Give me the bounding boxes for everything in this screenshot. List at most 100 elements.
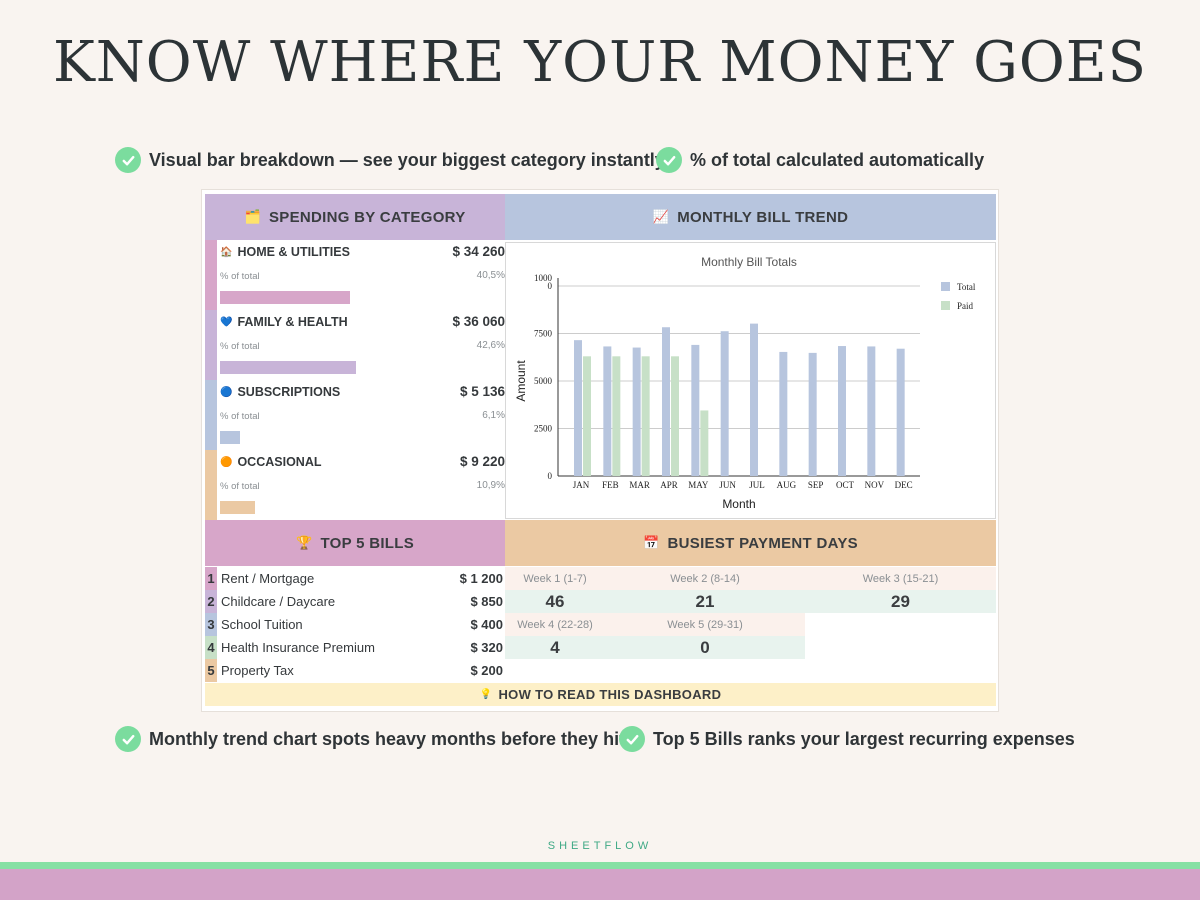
- bar-total-oct: [838, 346, 846, 476]
- category-name: 💙 FAMILY & HEALTH: [220, 315, 348, 329]
- bill-amount: $ 200: [470, 663, 503, 678]
- category-percent: 10,9%: [476, 480, 505, 491]
- trend-title: MONTHLY BILL TREND: [677, 208, 849, 226]
- week-payment-count: 21: [605, 590, 805, 613]
- category-share-bar: [220, 431, 240, 444]
- category-label: SUBSCRIPTIONS: [237, 385, 341, 399]
- bar-paid-feb: [612, 356, 621, 476]
- bill-amount: $ 850: [470, 594, 503, 609]
- week-payment-count: 4: [505, 636, 605, 659]
- category-share-bar: [220, 501, 255, 514]
- percent-of-total-label: % of total: [220, 271, 260, 282]
- x-tick-label: JAN: [573, 480, 590, 490]
- bar-total-jan: [574, 340, 582, 476]
- category-color-strip: [205, 240, 217, 310]
- bill-label: Health Insurance Premium: [221, 640, 375, 655]
- legend-label-total: Total: [957, 282, 976, 292]
- trophy-icon: 🏆: [295, 535, 313, 550]
- bar-total-dec: [896, 348, 905, 476]
- week-payment-count: 0: [605, 636, 805, 659]
- y-axis-label: Amount: [514, 360, 528, 402]
- bar-paid-jan: [583, 356, 591, 476]
- folder-icon: 🗂️: [244, 209, 261, 224]
- how-to-read-bar[interactable]: 💡 HOW TO READ THIS DASHBOARD: [205, 683, 996, 706]
- week-payment-count: 46: [505, 590, 605, 613]
- category-label: OCCASIONAL: [237, 455, 322, 469]
- category-color-strip: [205, 380, 217, 450]
- bar-total-feb: [603, 346, 612, 476]
- category-icon: 🔵: [220, 386, 233, 398]
- lightbulb-icon: 💡: [479, 689, 493, 700]
- x-tick-label: AUG: [777, 480, 797, 490]
- bill-rank: 1: [205, 567, 217, 590]
- category-color-strip: [205, 310, 217, 380]
- percent-of-total-label: % of total: [220, 411, 260, 422]
- category-name: 🏠 HOME & UTILITIES: [220, 245, 350, 259]
- category-amount: $ 9 220: [459, 454, 505, 469]
- chart-icon: 📈: [652, 209, 670, 224]
- category-row: 🏠 HOME & UTILITIES $ 34 260 % of total 40,5%: [218, 240, 505, 310]
- legend-label-paid: Paid: [957, 301, 974, 311]
- category-row: 💙 FAMILY & HEALTH $ 36 060 % of total 42,6%: [218, 310, 505, 380]
- x-tick-label: OCT: [836, 480, 855, 490]
- bar-total-aug: [779, 351, 788, 476]
- feature-trend-chart: Monthly trend chart spots heavy months b…: [115, 726, 625, 752]
- category-share-bar: [220, 291, 350, 304]
- category-amount: $ 34 260: [452, 244, 505, 259]
- category-name: 🟠 OCCASIONAL: [220, 455, 321, 469]
- check-icon: [115, 726, 141, 752]
- x-tick-label: MAR: [629, 480, 650, 490]
- bill-rank: 5: [205, 659, 217, 682]
- feature-text: Top 5 Bills ranks your largest recurring…: [653, 728, 1075, 749]
- category-icon: 🏠: [220, 246, 233, 258]
- dashboard-sheet: 🗂️ SPENDING BY CATEGORY 📈 MONTHLY BILL T…: [201, 189, 999, 712]
- x-axis-label: Month: [722, 497, 755, 511]
- feature-text: Monthly trend chart spots heavy months b…: [149, 728, 626, 749]
- bar-total-jul: [750, 323, 758, 476]
- x-tick-label: MAY: [688, 480, 709, 490]
- category-row: 🟠 OCCASIONAL $ 9 220 % of total 10,9%: [218, 450, 505, 520]
- x-tick-label: APR: [660, 480, 678, 490]
- bill-amount: $ 320: [470, 640, 503, 655]
- feature-top-bills: Top 5 Bills ranks your largest recurring…: [619, 726, 1075, 752]
- x-tick-label: DEC: [895, 480, 913, 490]
- bill-amount: $ 400: [470, 617, 503, 632]
- y-tick-label: 0: [548, 281, 553, 291]
- category-label: HOME & UTILITIES: [237, 245, 350, 259]
- legend-swatch-paid: [941, 301, 950, 310]
- bill-rank: 3: [205, 613, 217, 636]
- spending-title: SPENDING BY CATEGORY: [268, 208, 466, 226]
- category-label: FAMILY & HEALTH: [237, 315, 348, 329]
- bar-total-sep: [808, 352, 817, 476]
- bar-paid-may: [700, 410, 709, 476]
- bill-amount: $ 1 200: [459, 571, 503, 586]
- bar-total-mar: [632, 347, 641, 476]
- x-tick-label: SEP: [808, 480, 824, 490]
- trend-header: 📈 MONTHLY BILL TREND: [505, 194, 996, 240]
- bill-rank: 2: [205, 590, 217, 613]
- bill-label: Childcare / Daycare: [221, 594, 336, 609]
- top5-header: 🏆 TOP 5 BILLS: [205, 520, 505, 566]
- y-tick-label: 1000: [534, 273, 553, 283]
- chart-title: Monthly Bill Totals: [701, 255, 797, 269]
- monthly-bill-chart: 0 2500 5000 7500 1000 0 JAN FEB MAR APR MAY JUN JUL A…: [505, 242, 996, 519]
- x-tick-label: JUL: [749, 480, 765, 490]
- top5-title: TOP 5 BILLS: [320, 534, 415, 552]
- percent-of-total-label: % of total: [220, 341, 260, 352]
- category-percent: 40,5%: [476, 270, 505, 281]
- busiest-title: BUSIEST PAYMENT DAYS: [667, 534, 858, 552]
- feature-bar-breakdown: Visual bar breakdown — see your biggest …: [115, 147, 665, 173]
- category-icon: 💙: [220, 316, 233, 328]
- week-label: Week 3 (15-21): [805, 567, 996, 590]
- brand-name: SHEETFLOW: [547, 840, 653, 852]
- category-name: 🔵 SUBSCRIPTIONS: [220, 385, 340, 399]
- category-color-strip: [205, 450, 217, 520]
- feature-text: % of total calculated automatically: [690, 149, 985, 170]
- legend-swatch-total: [941, 282, 950, 291]
- bill-label: Property Tax: [221, 663, 294, 678]
- y-tick-label: 2500: [534, 424, 553, 434]
- how-to-read-label: HOW TO READ THIS DASHBOARD: [498, 687, 722, 702]
- bar-total-may: [691, 344, 700, 476]
- y-tick-label: 5000: [534, 376, 553, 386]
- footer-band-green: [0, 862, 1200, 869]
